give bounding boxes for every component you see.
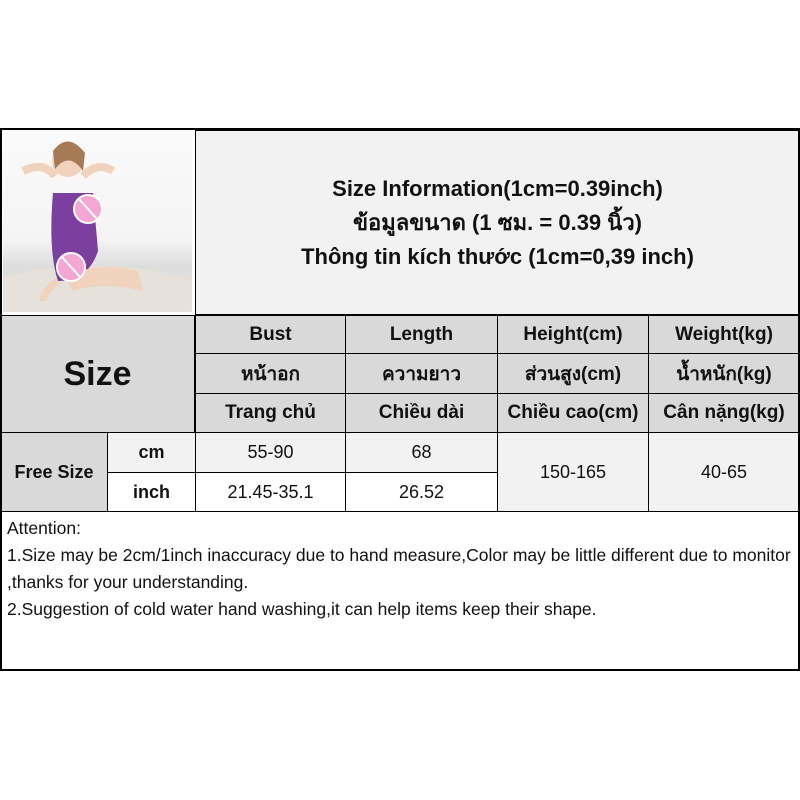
product-photo	[3, 131, 192, 312]
col-weight-en: Weight(kg)	[648, 315, 800, 354]
length-cm: 68	[345, 432, 498, 473]
col-length-en: Length	[345, 315, 498, 354]
col-height-en: Height(cm)	[497, 315, 649, 354]
col-bust-vi: Trang chủ	[195, 393, 346, 433]
attention-line-2: 2.Suggestion of cold water hand washing,…	[7, 599, 597, 619]
unit-inch: inch	[107, 472, 196, 512]
bust-inch: 21.45-35.1	[195, 472, 346, 512]
unit-cm: cm	[107, 432, 196, 473]
attention-notes: Attention: 1.Size may be 2cm/1inch inacc…	[0, 511, 800, 671]
col-weight-vi: Cân nặng(kg)	[648, 393, 800, 433]
size-label: Size	[0, 315, 195, 433]
product-image	[3, 141, 192, 312]
col-bust-en: Bust	[195, 315, 346, 354]
weight-value: 40-65	[648, 432, 800, 512]
col-bust-th: หน้าอก	[195, 353, 346, 394]
col-height-th: ส่วนสูง(cm)	[497, 353, 649, 394]
col-length-vi: Chiều dài	[345, 393, 498, 433]
size-info-header: Size Information(1cm=0.39inch) ข้อมูลขนา…	[195, 130, 800, 315]
row-label-free-size: Free Size	[0, 432, 108, 512]
length-inch: 26.52	[345, 472, 498, 512]
attention-title: Attention:	[7, 518, 81, 538]
header-line-vi: Thông tin kích thước (1cm=0,39 inch)	[301, 243, 694, 269]
attention-line-1: 1.Size may be 2cm/1inch inaccuracy due t…	[7, 545, 791, 592]
bust-cm: 55-90	[195, 432, 346, 473]
col-length-th: ความยาว	[345, 353, 498, 394]
col-weight-th: น้ำหนัก(kg)	[648, 353, 800, 394]
col-height-vi: Chiều cao(cm)	[497, 393, 649, 433]
header-line-en: Size Information(1cm=0.39inch)	[332, 175, 663, 201]
height-value: 150-165	[497, 432, 649, 512]
header-line-th: ข้อมูลขนาด (1 ซม. = 0.39 นิ้ว)	[352, 209, 642, 235]
